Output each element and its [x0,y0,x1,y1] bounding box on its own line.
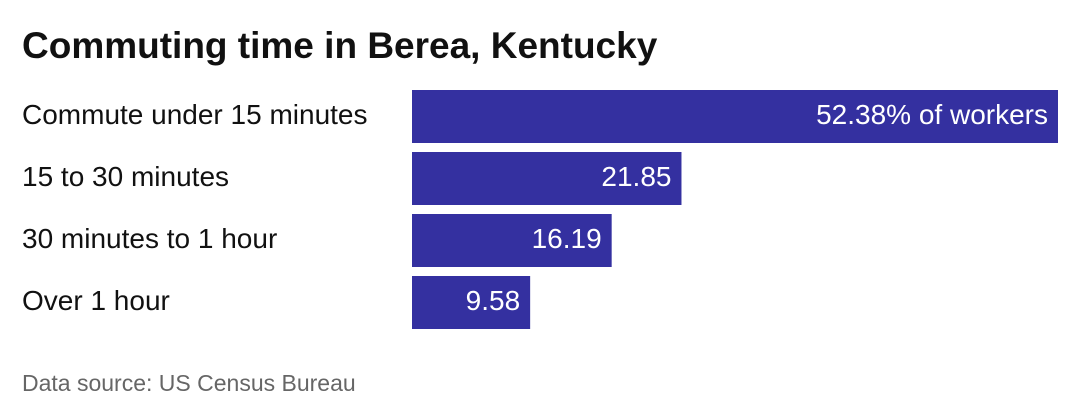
category-label: 30 minutes to 1 hour [22,223,277,254]
bar [412,152,682,205]
source-note: Data source: US Census Bureau [22,370,356,396]
bar [412,276,531,329]
category-label: Over 1 hour [22,285,170,316]
bar [412,90,1058,143]
category-label: Commute under 15 minutes [22,99,368,130]
category-label: 15 to 30 minutes [22,161,229,192]
value-label: 16.19 [532,223,602,254]
chart-title: Commuting time in Berea, Kentucky [22,25,658,66]
value-label: 21.85 [601,161,671,192]
bar [412,214,612,267]
value-label: 52.38% of workers [816,99,1048,130]
value-label: 9.58 [466,285,521,316]
